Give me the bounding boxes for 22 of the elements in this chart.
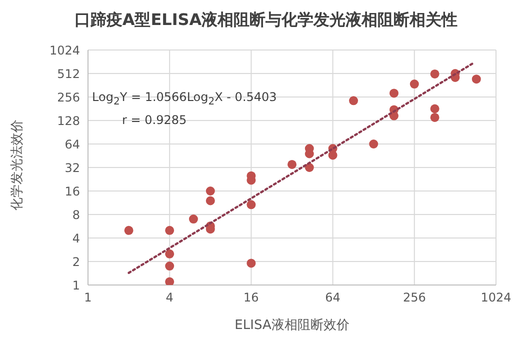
y-axis-title: 化学发光法效价 xyxy=(9,118,26,212)
x-tick-label: 256 xyxy=(402,290,426,305)
y-tick-label: 128 xyxy=(57,114,80,128)
y-tick-label: 512 xyxy=(57,66,80,81)
x-tick-label: 1024 xyxy=(480,290,512,305)
x-tick-label: 64 xyxy=(325,290,340,305)
x-tick-label: 16 xyxy=(244,290,259,305)
y-tick-label: 8 xyxy=(72,208,80,222)
y-tick-label: 2 xyxy=(72,254,80,269)
y-tick-label: 32 xyxy=(64,160,80,175)
x-tick-label: 4 xyxy=(166,290,174,305)
annotation: r = 0.9285 xyxy=(121,112,188,130)
y-tick-label: 1024 xyxy=(49,43,80,58)
chart-title: 口蹄疫A型ELISA液相阻断与化学发光液相阻断相关性 xyxy=(73,10,459,31)
x-axis-title: ELISA液相阻断效价 xyxy=(234,317,350,334)
x-tick-label: 1 xyxy=(84,290,92,305)
y-tick-label: 4 xyxy=(72,231,80,246)
y-tick-label: 1 xyxy=(72,278,80,292)
y-tick-label: 16 xyxy=(64,184,80,198)
annotation: Log$_{2}$Y = 1.0566Log$_{2}$X - 0.5403 xyxy=(92,89,277,110)
y-tick-label: 64 xyxy=(64,137,80,152)
y-tick-label: 256 xyxy=(57,90,80,104)
